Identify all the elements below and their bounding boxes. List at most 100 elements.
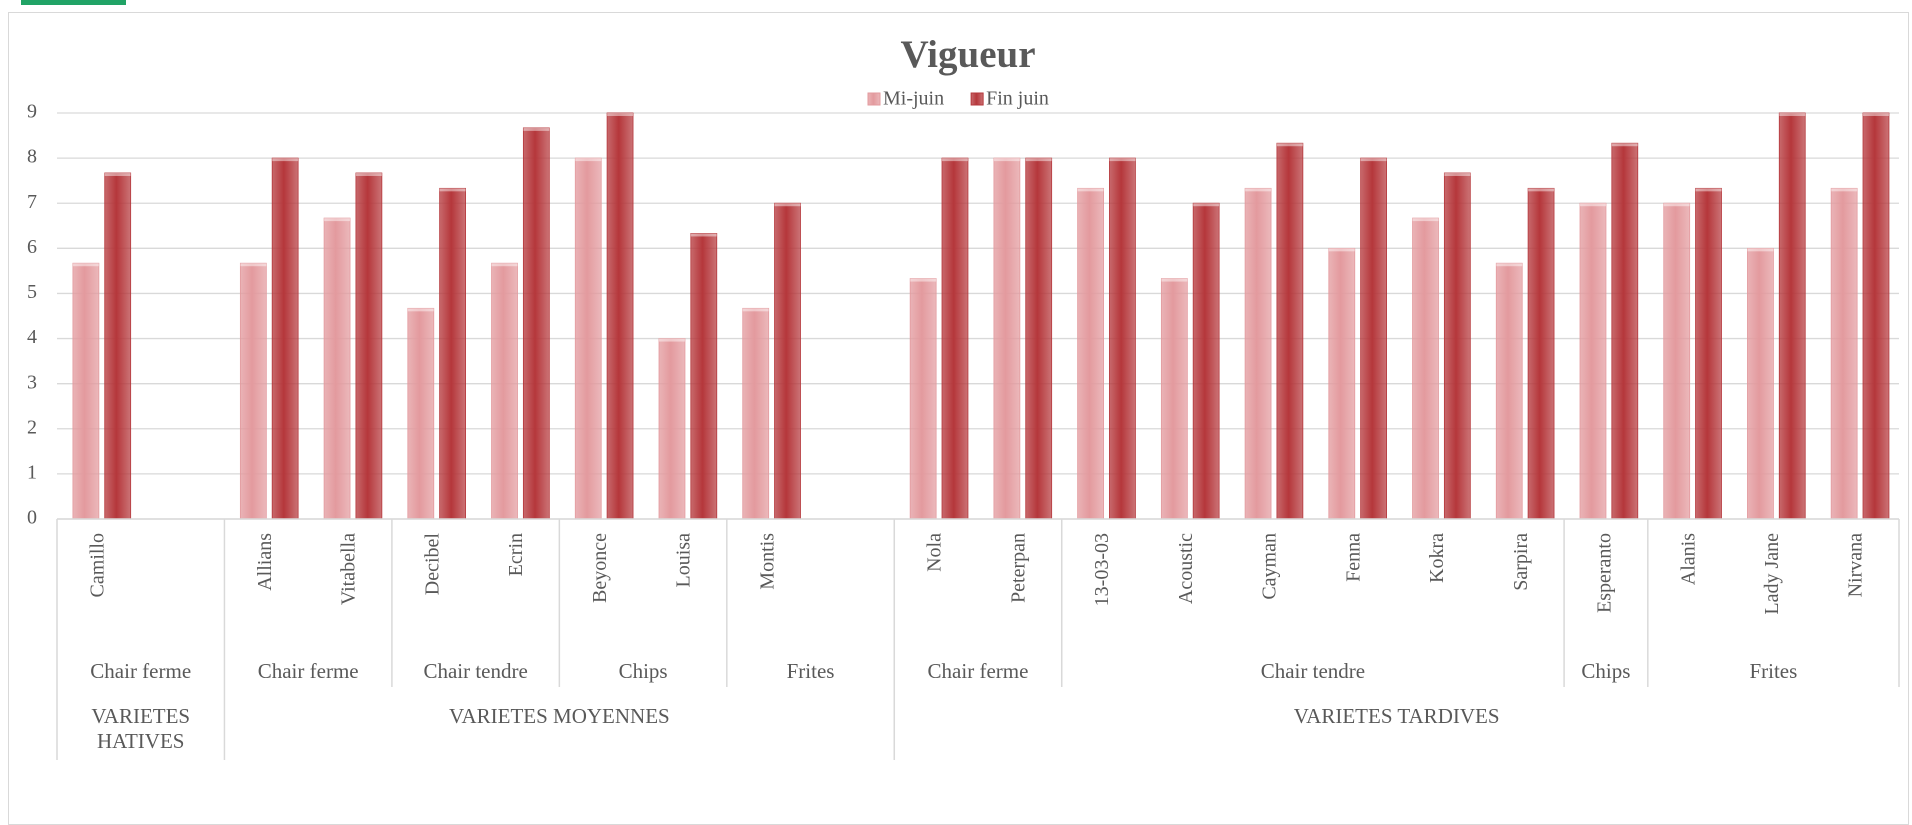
bar-top bbox=[1193, 203, 1220, 207]
bar-top bbox=[774, 203, 801, 207]
bar bbox=[407, 307, 435, 520]
y-tick-label: 6 bbox=[27, 236, 37, 258]
bar-top bbox=[240, 263, 267, 267]
bar bbox=[1830, 187, 1858, 520]
bar bbox=[658, 338, 686, 520]
bar-top bbox=[355, 172, 382, 176]
subgroup-label: Chair tendre bbox=[1260, 659, 1366, 683]
bar bbox=[1412, 217, 1439, 520]
x-tick-label: Alanis bbox=[1677, 533, 1699, 585]
bar-top bbox=[1245, 188, 1272, 192]
x-tick-label: 13-03-03 bbox=[1091, 533, 1113, 606]
bar bbox=[742, 307, 770, 520]
subgroup-label: Chair ferme bbox=[927, 659, 1029, 683]
x-tick-label: Nola bbox=[924, 533, 946, 572]
x-tick-label: Decibel bbox=[421, 533, 443, 596]
subgroup-label: Chair ferme bbox=[90, 659, 192, 683]
bar-top bbox=[1360, 158, 1387, 162]
x-tick-label: Lady Jane bbox=[1761, 533, 1783, 615]
bar-top bbox=[1412, 218, 1439, 222]
subgroup-label: Chair ferme bbox=[257, 659, 359, 683]
bar bbox=[522, 127, 550, 520]
bar-top bbox=[941, 158, 968, 162]
bar bbox=[1109, 157, 1136, 520]
bar-top bbox=[1077, 188, 1104, 192]
group-label: VARIETES HATIVES bbox=[91, 704, 191, 753]
bar-top bbox=[658, 338, 685, 342]
x-tick-label: Fenna bbox=[1342, 533, 1364, 582]
bar-top bbox=[1695, 188, 1722, 192]
bar-top bbox=[407, 308, 434, 312]
bar bbox=[491, 262, 518, 520]
bar bbox=[909, 278, 937, 520]
bar bbox=[323, 217, 351, 520]
subgroup-label: Chair tendre bbox=[423, 659, 528, 683]
legend-label: Mi-juin bbox=[883, 88, 944, 110]
bar bbox=[1611, 142, 1639, 520]
bar-top bbox=[910, 278, 937, 282]
bar-top bbox=[491, 263, 518, 267]
selection-tab bbox=[21, 0, 126, 5]
bar bbox=[239, 262, 267, 520]
x-tick-label: Nirvana bbox=[1845, 533, 1867, 598]
bar bbox=[355, 172, 383, 520]
chart-title: Vigueur bbox=[900, 33, 1035, 76]
bar-top bbox=[272, 158, 299, 162]
y-tick-label: 2 bbox=[27, 416, 37, 438]
bar bbox=[1747, 247, 1774, 520]
x-tick-label: Montis bbox=[756, 533, 778, 590]
bar-top bbox=[1444, 172, 1471, 176]
bar-top bbox=[1579, 203, 1606, 207]
bar bbox=[774, 202, 801, 520]
bar-top bbox=[1328, 248, 1355, 252]
bar bbox=[439, 187, 466, 520]
bar bbox=[72, 262, 100, 520]
x-tick-label: Beyonce bbox=[589, 533, 611, 603]
bar-top bbox=[439, 188, 466, 192]
x-tick-label: Louisa bbox=[673, 533, 695, 588]
bar bbox=[1192, 202, 1220, 520]
y-tick-label: 3 bbox=[27, 371, 37, 393]
group-label: VARIETES MOYENNES bbox=[449, 704, 670, 728]
bar bbox=[1025, 157, 1053, 520]
bar bbox=[1328, 247, 1356, 520]
x-tick-label: Kokra bbox=[1426, 533, 1448, 583]
bar bbox=[1695, 187, 1722, 520]
bar bbox=[1443, 172, 1471, 520]
x-tick-label: Allians bbox=[254, 533, 276, 591]
bar bbox=[1663, 202, 1691, 520]
bar bbox=[271, 157, 299, 520]
bar-top bbox=[1025, 158, 1052, 162]
x-tick-label: Esperanto bbox=[1594, 533, 1616, 613]
x-tick-label: Acoustic bbox=[1175, 533, 1197, 604]
x-tick-label: Ecrin bbox=[505, 533, 527, 576]
bar-top bbox=[1528, 188, 1555, 192]
legend-swatch bbox=[970, 92, 984, 106]
y-tick-label: 7 bbox=[27, 191, 37, 213]
bar-top bbox=[607, 113, 634, 116]
x-tick-label: Vitabella bbox=[338, 533, 360, 605]
bar bbox=[690, 233, 718, 520]
bar bbox=[1862, 112, 1890, 520]
bar bbox=[104, 172, 132, 520]
bar bbox=[1527, 187, 1555, 520]
bar-top bbox=[1496, 263, 1523, 267]
bar bbox=[1077, 187, 1104, 520]
bar bbox=[941, 157, 969, 520]
bar bbox=[1579, 202, 1607, 520]
bar-top bbox=[993, 158, 1020, 162]
y-tick-label: 5 bbox=[27, 281, 37, 303]
bar-top bbox=[742, 308, 769, 312]
bar-top bbox=[104, 172, 131, 176]
x-tick-label: Cayman bbox=[1259, 533, 1281, 600]
bar bbox=[1276, 142, 1304, 520]
bar bbox=[993, 157, 1021, 520]
bar-top bbox=[1276, 143, 1303, 147]
bar-top bbox=[1779, 113, 1806, 116]
subgroup-label: Chips bbox=[618, 659, 668, 683]
bar bbox=[606, 112, 634, 520]
subgroup-label: Chips bbox=[1581, 659, 1631, 683]
y-tick-label: 1 bbox=[27, 461, 37, 483]
